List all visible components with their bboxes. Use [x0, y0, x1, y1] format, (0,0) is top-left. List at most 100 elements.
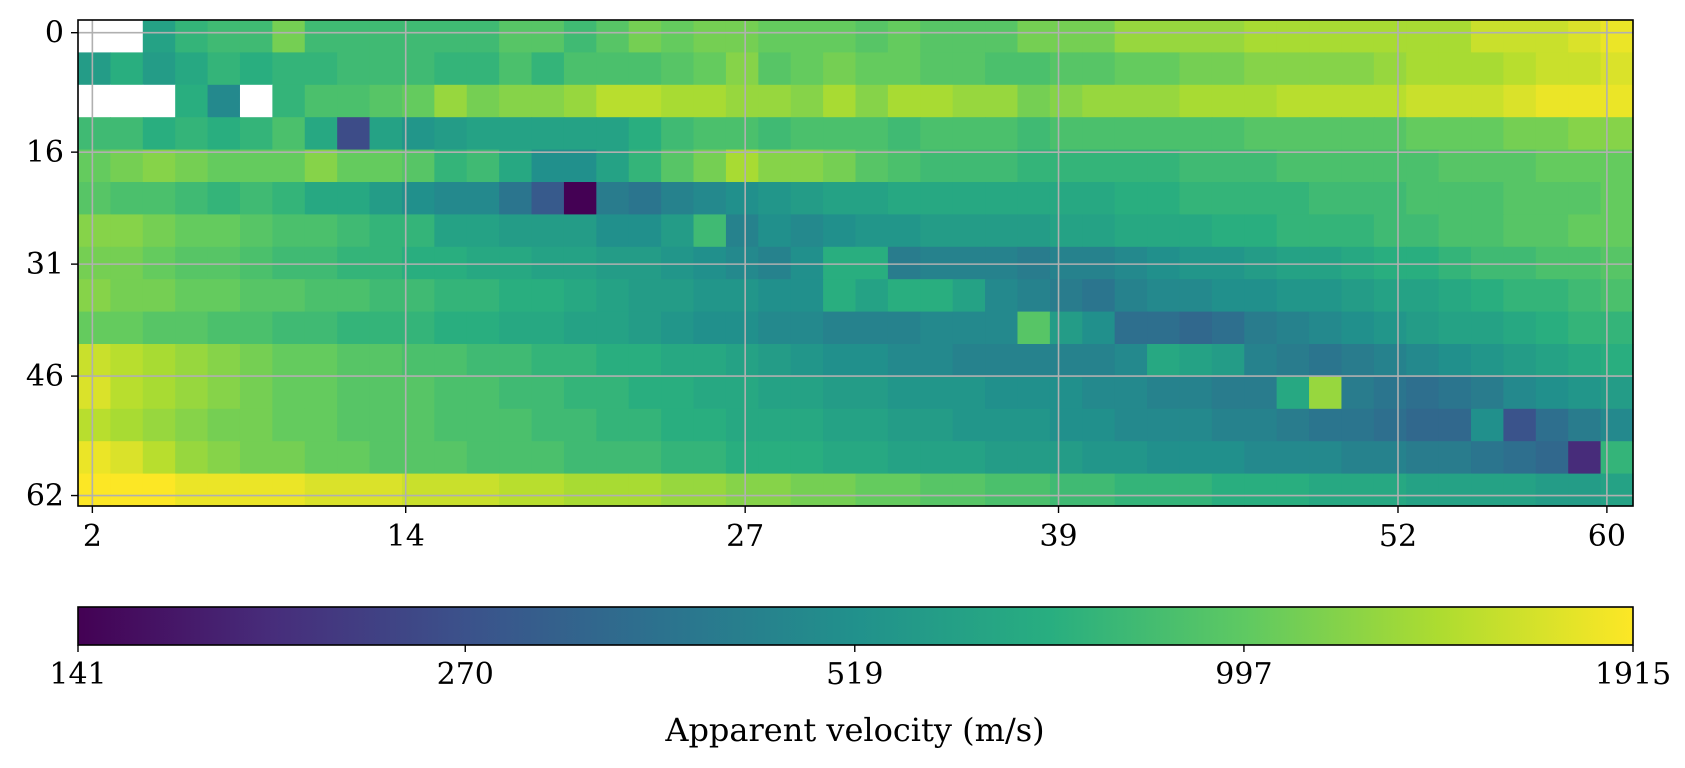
heatmap-cell	[1082, 52, 1116, 86]
heatmap-cell	[369, 20, 403, 53]
heatmap-cell	[1471, 52, 1505, 86]
heatmap-cell	[207, 84, 241, 118]
heatmap-cell	[823, 246, 857, 280]
heatmap-cell	[1341, 279, 1375, 313]
heatmap-cell	[1114, 246, 1148, 280]
heatmap-cell	[466, 344, 500, 377]
heatmap-cell	[1600, 376, 1634, 410]
heatmap-cell	[725, 182, 759, 215]
heatmap-cell	[1049, 52, 1083, 86]
heatmap-cell	[563, 344, 597, 377]
heatmap-cell	[466, 52, 500, 86]
heatmap-cell	[1211, 246, 1245, 280]
heatmap-cell	[1309, 214, 1343, 248]
colorbar-tick-label: 141	[49, 657, 106, 692]
colorbar-tick-label: 1915	[1595, 657, 1671, 692]
heatmap-cell	[337, 182, 371, 215]
heatmap-cell	[1341, 408, 1375, 442]
heatmap-cell	[499, 52, 533, 86]
heatmap-cell	[175, 84, 209, 118]
heatmap-cell	[661, 246, 695, 280]
heatmap-cell	[758, 279, 792, 313]
heatmap-cell	[1309, 84, 1343, 118]
heatmap-cell	[887, 376, 921, 410]
heatmap-cell	[466, 149, 500, 183]
heatmap-cell	[304, 376, 338, 410]
heatmap-cell	[1535, 408, 1569, 442]
heatmap-cell	[1503, 20, 1537, 53]
heatmap-cell	[1341, 376, 1375, 410]
heatmap-cell	[725, 441, 759, 475]
heatmap-cell	[952, 344, 986, 377]
heatmap-cell	[1309, 52, 1343, 86]
heatmap-cell	[1017, 344, 1051, 377]
heatmap-cell	[725, 117, 759, 151]
heatmap-cell	[272, 117, 306, 151]
heatmap-cell	[1082, 214, 1116, 248]
heatmap-cell	[1147, 214, 1181, 248]
heatmap-cell	[985, 117, 1019, 151]
plot-frame	[77, 19, 1634, 507]
heatmap-cell	[1373, 279, 1407, 313]
heatmap-cell	[369, 441, 403, 475]
heatmap-cell	[110, 20, 144, 53]
heatmap-cell	[1049, 441, 1083, 475]
heatmap-cell	[401, 214, 435, 248]
heatmap-cell	[1179, 20, 1213, 53]
heatmap-cell	[1211, 149, 1245, 183]
heatmap-cell	[531, 441, 565, 475]
heatmap-cell	[1244, 20, 1278, 53]
heatmap-cell	[1373, 408, 1407, 442]
heatmap-cell	[725, 408, 759, 442]
heatmap-cell	[531, 376, 565, 410]
heatmap-cell	[563, 117, 597, 151]
heatmap-cell	[1503, 441, 1537, 475]
heatmap-cell	[337, 246, 371, 280]
heatmap-cell	[337, 84, 371, 118]
heatmap-cell	[1535, 182, 1569, 215]
heatmap-cell	[1341, 214, 1375, 248]
heatmap-cell	[369, 84, 403, 118]
heatmap-cell	[337, 408, 371, 442]
heatmap-cell	[1406, 279, 1440, 313]
heatmap-cell	[1147, 182, 1181, 215]
heatmap-cell	[985, 52, 1019, 86]
heatmap-cell	[239, 344, 273, 377]
heatmap-cell	[78, 473, 111, 507]
heatmap-cell	[434, 117, 468, 151]
heatmap-cell	[401, 182, 435, 215]
heatmap-cell	[661, 214, 695, 248]
heatmap-cell	[1114, 214, 1148, 248]
heatmap-cell	[1568, 52, 1602, 86]
heatmap-cell	[693, 376, 727, 410]
heatmap-cell	[823, 214, 857, 248]
heatmap-cell	[823, 473, 857, 507]
heatmap-cell	[985, 20, 1019, 53]
heatmap-cell	[1017, 52, 1051, 86]
heatmap-cell	[596, 149, 630, 183]
heatmap-cell	[823, 20, 857, 53]
heatmap-cell	[110, 182, 144, 215]
heatmap-cell	[1309, 20, 1343, 53]
heatmap-cell	[207, 344, 241, 377]
heatmap-cell	[1535, 214, 1569, 248]
heatmap-cell	[499, 376, 533, 410]
heatmap-cell	[1179, 246, 1213, 280]
heatmap-cell	[434, 344, 468, 377]
heatmap-cell	[596, 84, 630, 118]
heatmap-cell	[434, 441, 468, 475]
heatmap-cell	[272, 84, 306, 118]
heatmap-cell	[1244, 246, 1278, 280]
heatmap-cell	[1406, 84, 1440, 118]
heatmap-cell	[239, 408, 273, 442]
heatmap-cell	[725, 376, 759, 410]
heatmap-cell	[175, 52, 209, 86]
heatmap-cell	[790, 20, 824, 53]
heatmap-cell	[1503, 246, 1537, 280]
heatmap-cell	[855, 182, 889, 215]
heatmap-cell	[952, 214, 986, 248]
heatmap-cell	[1373, 52, 1407, 86]
heatmap-cell	[823, 279, 857, 313]
heatmap-cell	[1017, 246, 1051, 280]
heatmap-cell	[531, 473, 565, 507]
